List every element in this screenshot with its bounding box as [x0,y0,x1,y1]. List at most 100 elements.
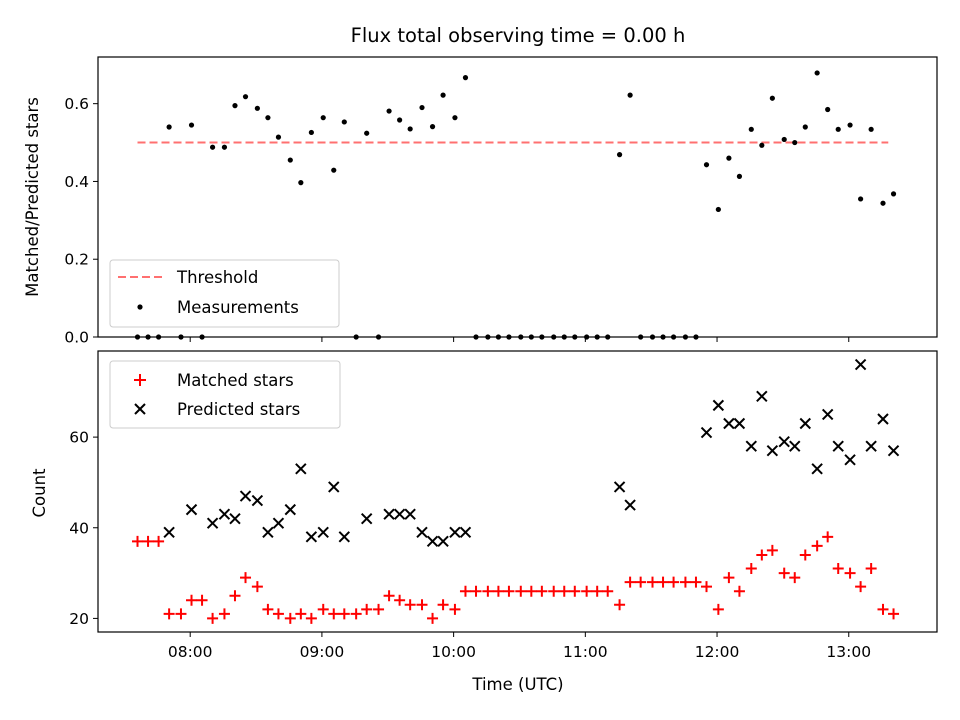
matched-star-point [602,585,614,597]
matched-star-point [733,585,745,597]
predicted-star-point [459,526,472,538]
matched-star-point [844,567,856,579]
matched-star-point [865,563,877,575]
matched-star-point [361,603,373,615]
matched-star-point [701,581,713,593]
matched-star-point [712,603,724,615]
matched-star-point [723,572,735,584]
matched-star-point [383,590,395,602]
matched-star-point [404,599,416,611]
measurement-point [890,191,897,197]
matched-star-point [328,608,340,620]
matched-star-point [569,585,581,597]
matched-star-point [229,590,241,602]
matched-star-point [789,572,801,584]
matched-star-point [295,608,307,620]
matched-star-point [459,585,471,597]
predicted-star-point [426,535,439,548]
matched-star-point [240,572,252,584]
matched-star-point [482,585,494,597]
counts-x-ticks: 08:00 09:00 10:00 11:00 12:00 13:00 [168,632,871,661]
matched-star-point [536,585,548,597]
counts-y-ticks: 20 40 60 [69,429,98,628]
measurement-point [825,106,831,113]
matched-star-point [668,576,680,588]
counts-panel: 20 40 60 08:00 09:00 10:00 11:00 12:00 13:00 Co… [30,350,938,694]
predicted-star-point [811,463,823,475]
measurement-point [386,108,392,114]
measurement-point [188,122,195,128]
predicted-star-point [360,512,373,525]
counts-y-tick-label: 20 [69,610,89,628]
measurement-point [320,115,326,121]
matched-star-point [657,576,669,588]
matched-star-point [142,535,154,547]
matched-star-point [635,576,647,588]
counts-x-tick-label: 09:00 [300,643,345,661]
measurement-point [835,126,841,132]
matched-star-point [338,608,350,620]
matched-star-point [284,612,296,624]
predicted-star-point [317,526,329,538]
predicted-star-point [745,440,757,452]
measurement-point [452,115,458,121]
matched-star-point [647,576,659,588]
counts-y-axis-label: Count [30,468,49,518]
predicted-star-point [338,531,351,543]
matched-star-point [822,531,834,543]
legend-measurements-swatch [137,304,143,310]
predicted-star-point [416,526,428,538]
measurement-point [814,70,820,76]
matched-star-point [888,608,900,620]
predicted-star-point [251,494,264,507]
x-axis-label: Time (UTC) [471,675,563,694]
measurement-point [736,173,743,179]
measurement-point [221,144,228,150]
matched-star-point [548,585,560,597]
predicted-star-point [887,445,900,457]
measurement-point [627,92,633,98]
predicted-star-point [295,463,307,475]
predicted-star-point [284,503,297,516]
measurement-point [703,162,710,168]
matched-star-point [690,576,702,588]
matched-star-point [186,594,198,606]
ratio-y-ticks: 0.0 0.2 0.4 0.6 [64,95,98,347]
measurement-point [429,124,436,130]
measurement-point [715,206,721,213]
legend-predicted-swatch [134,403,146,415]
measurement-point [364,130,370,136]
counts-x-tick-label: 11:00 [563,643,608,661]
matched-star-point [614,599,626,611]
matched-star-point [766,544,778,556]
predicted-star-point [305,531,318,543]
matched-star-point [207,612,219,624]
matched-star-point [492,585,504,597]
ratio-y-tick-label: 0.4 [64,173,89,191]
measurement-point [341,119,347,125]
measurement-point [769,95,775,101]
matched-star-point [163,608,175,620]
predicted-star-point [383,508,395,520]
legend-measurements-label: Measurements [177,298,299,317]
counts-x-tick-label: 08:00 [168,643,213,661]
measurement-point [232,103,238,109]
matched-star-point [679,576,691,588]
measurement-point [726,155,732,161]
predicted-star-point [700,426,713,439]
matched-star-point [515,585,527,597]
matched-star-point [175,608,187,620]
legend-matched-label: Matched stars [177,371,294,390]
measurement-point [792,139,798,146]
measurement-point [868,126,874,132]
counts-x-tick-label: 10:00 [431,643,476,661]
measurement-point [858,196,864,202]
chart-title: Flux total observing time = 0.00 h [351,24,686,47]
measurement-point [209,144,216,150]
predicted-star-point [393,508,406,520]
measurement-point [397,117,403,123]
matched-star-point [503,585,515,597]
matched-star-point [581,585,593,597]
measurement-point [781,136,787,143]
ratio-legend: Threshold Measurements [109,259,340,328]
